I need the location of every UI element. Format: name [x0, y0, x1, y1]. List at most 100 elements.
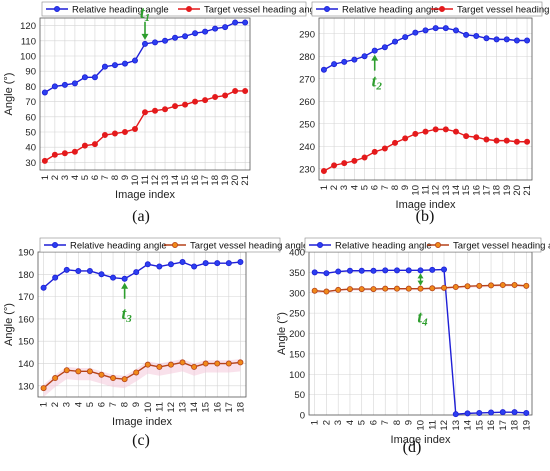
relative-data-point — [346, 267, 353, 274]
plot-frame — [39, 17, 251, 171]
target-data-point — [86, 368, 93, 375]
marker-label-letter: t — [140, 3, 146, 22]
target-data-point — [511, 282, 518, 289]
x-tick-label: 11 — [427, 420, 438, 430]
target-data-point — [320, 167, 327, 174]
x-tick-label: 18 — [210, 175, 221, 186]
target-data-point — [499, 282, 506, 289]
relative-data-point — [323, 270, 330, 277]
marker-arrow-head — [141, 33, 149, 40]
y-tick-label: 170 — [18, 292, 34, 303]
relative-data-point — [91, 74, 98, 81]
y-tick-label: 150 — [18, 337, 34, 348]
x-tick-label: 1 — [40, 175, 51, 180]
relative-series-line — [43, 261, 241, 289]
target-data-point — [524, 138, 531, 145]
target-data-point — [417, 285, 424, 292]
x-tick-label: 8 — [390, 185, 401, 190]
x-axis-label: Image index — [396, 199, 456, 211]
x-tick-label: 12 — [150, 175, 161, 186]
x-tick-label: 13 — [451, 420, 462, 431]
target-data-point — [331, 162, 338, 169]
x-tick-label: 14 — [463, 420, 474, 431]
marker-label-letter: t — [122, 304, 128, 323]
legend-box — [304, 237, 542, 253]
y-tick-label: 190 — [18, 248, 34, 259]
y-tick-label: 230 — [299, 164, 315, 175]
marker-label-letter: t — [417, 308, 423, 327]
marker-label: t4 — [417, 308, 428, 329]
x-tick-label: 12 — [431, 185, 442, 196]
target-data-point — [71, 148, 78, 155]
relative-data-point — [412, 29, 419, 36]
relative-data-point — [361, 53, 368, 60]
relative-data-point — [237, 259, 244, 266]
target-data-point — [370, 286, 377, 293]
legend-swatch-marker — [171, 241, 178, 248]
relative-data-point — [452, 27, 459, 34]
x-tick-label: 18 — [235, 402, 246, 413]
relative-data-point — [422, 27, 429, 34]
x-tick-label: 11 — [154, 402, 165, 412]
target-data-point — [61, 150, 68, 157]
relative-data-point — [141, 40, 148, 47]
target-data-point — [346, 286, 353, 293]
x-tick-label: 13 — [441, 185, 452, 196]
relative-data-point — [402, 34, 409, 41]
x-tick-label: 6 — [370, 185, 381, 190]
legend-swatch-marker — [438, 6, 445, 12]
x-tick-label: 16 — [471, 185, 482, 196]
target-data-point — [110, 375, 117, 382]
relative-data-point — [513, 37, 520, 44]
y-tick-label: 130 — [18, 381, 34, 392]
x-tick-label: 6 — [368, 420, 379, 425]
target-data-point — [382, 285, 389, 292]
y-axis-label: Angle (°) — [3, 73, 15, 116]
x-tick-label: 7 — [108, 402, 119, 407]
panel-letter: (d) — [403, 439, 422, 456]
x-tick-label: 3 — [62, 402, 73, 407]
y-axis-label: Angle (°) — [276, 312, 288, 355]
x-tick-label: 1 — [39, 402, 50, 407]
target-data-point — [392, 139, 399, 146]
x-tick-label: 17 — [224, 402, 235, 413]
relative-data-point — [392, 38, 399, 45]
x-tick-label: 14 — [189, 402, 200, 413]
target-data-point — [162, 106, 169, 113]
target-data-point — [101, 132, 108, 139]
target-data-point — [167, 361, 174, 368]
target-data-point — [405, 285, 412, 292]
x-tick-label: 5 — [357, 420, 368, 425]
y-tick-label: 120 — [20, 21, 36, 32]
relative-data-point — [382, 267, 389, 274]
relative-data-point — [524, 37, 531, 44]
y-tick-label: 0 — [300, 411, 305, 422]
x-tick-label: 4 — [70, 175, 81, 180]
relative-data-point — [523, 409, 530, 416]
relative-data-point — [393, 267, 400, 274]
relative-data-point — [131, 57, 138, 64]
relative-data-point — [172, 34, 179, 41]
relative-data-point — [52, 274, 59, 281]
target-data-point — [202, 360, 209, 367]
x-tick-label: 19 — [502, 185, 513, 196]
relative-data-point — [212, 25, 219, 32]
x-tick-label: 9 — [400, 185, 411, 190]
legend-swatch-marker — [316, 241, 323, 248]
relative-data-point — [464, 410, 471, 417]
relative-data-point — [493, 36, 500, 43]
relative-data-point — [71, 80, 78, 87]
target-data-point — [121, 128, 128, 135]
target-data-point — [341, 160, 348, 167]
relative-data-point — [98, 271, 105, 278]
x-tick-label: 7 — [380, 420, 391, 425]
y-tick-label: 260 — [299, 97, 315, 108]
target-data-point — [371, 148, 378, 155]
relative-data-point — [222, 24, 229, 31]
x-tick-label: 21 — [522, 185, 533, 196]
target-data-point — [412, 130, 419, 137]
y-tick-label: 180 — [18, 270, 34, 281]
relative-data-point — [41, 89, 48, 96]
